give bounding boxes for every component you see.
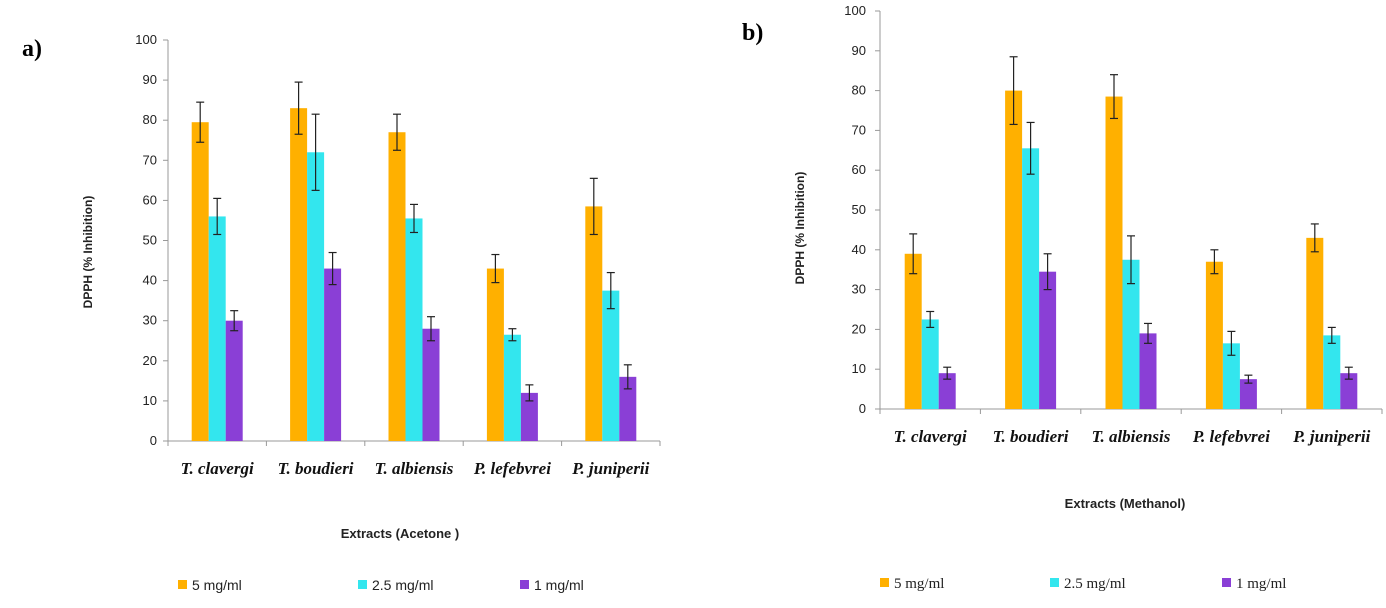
panel-a-x-axis-label: Extracts (Acetone ) (341, 526, 459, 541)
panel-b-y-tick-label: 40 (852, 242, 866, 257)
panel-b-legend-label: 5 mg/ml (894, 576, 944, 592)
panel-b-bar (1022, 148, 1040, 409)
panel-a-y-tick-label: 40 (143, 273, 157, 288)
panel-b-bar (1306, 237, 1324, 409)
panel-a-bar (619, 376, 637, 441)
panel-b-bar (1340, 373, 1358, 409)
panel-a-legend-swatch (178, 580, 187, 589)
panel-b-bar (1005, 90, 1023, 409)
panel-a-y-tick-label: 80 (143, 112, 157, 127)
panel-a-y-tick-label: 0 (150, 433, 157, 448)
panel-b-bar (904, 253, 922, 409)
panel-b-bar (1139, 333, 1157, 409)
panel-a-y-tick-label: 100 (135, 32, 157, 47)
panel-a-category-label: T. albiensis (375, 459, 454, 478)
panel-a-bar (307, 152, 325, 441)
panel-b-y-tick-label: 0 (859, 401, 866, 416)
panel-a-y-tick-label: 50 (143, 233, 157, 248)
panel-b-legend-swatch (1222, 578, 1231, 587)
panel-b-y-tick-label: 90 (852, 43, 866, 58)
panel-a-bar (503, 334, 521, 441)
panel-b-bar (938, 373, 956, 409)
panel-b-category-label: T. boudieri (993, 427, 1069, 446)
panel-a-legend-swatch (520, 580, 529, 589)
panel-a-chart: 0 10 20 30 40 50 60 70 80 90 100 T. clavergi T. boud… (135, 32, 661, 593)
panel-b-chart: 0 10 20 30 40 50 60 70 80 90 100 T. clavergi T. boud… (844, 3, 1383, 592)
panel-a-bar (324, 268, 342, 441)
panel-a-bar (422, 328, 440, 441)
panel-a-y-tick-label: 60 (143, 192, 157, 207)
panel-a-category-label: P. lefebvrei (473, 459, 551, 478)
panel-a-category-label: P. juniperii (571, 459, 649, 478)
panel-a-bar (520, 392, 538, 441)
panel-a-legend-swatch (358, 580, 367, 589)
panel-b-y-tick-label: 20 (852, 321, 866, 336)
panel-b-y-tick-label: 10 (852, 361, 866, 376)
panel-a-bar (191, 122, 209, 441)
panel-a-bar (405, 218, 423, 441)
panel-a-bar (585, 206, 603, 441)
panel-a-bar (208, 216, 226, 441)
panel-b-y-tick-label: 60 (852, 162, 866, 177)
panel-b-legend-swatch (1050, 578, 1059, 587)
panel-b-y-tick-label: 30 (852, 282, 866, 297)
panel-b-bar (1323, 335, 1341, 409)
panel-b-legend-label: 1 mg/ml (1236, 576, 1286, 592)
panel-b-category-label: T. clavergi (894, 427, 967, 446)
panel-b-y-axis-label: DPPH (% Inhibition) (793, 172, 807, 285)
panel-a-legend-label: 5 mg/ml (192, 577, 242, 593)
panel-a-label: a) (22, 36, 42, 62)
panel-b-label: b) (742, 20, 763, 46)
panel-b-y-tick-label: 50 (852, 202, 866, 217)
panel-b-bar (1205, 261, 1223, 409)
panel-a-bar (388, 132, 406, 442)
panel-a-y-tick-label: 30 (143, 313, 157, 328)
panel-b-y-tick-label: 80 (852, 83, 866, 98)
panel-b-y-tick-label: 70 (852, 122, 866, 137)
panel-b-x-axis-label: Extracts (Methanol) (1065, 496, 1186, 511)
panel-a-y-tick-label: 90 (143, 72, 157, 87)
panel-a-legend-label: 1 mg/ml (534, 577, 584, 593)
panel-a-y-tick-label: 70 (143, 152, 157, 167)
panel-a-bar (290, 108, 308, 442)
panel-b-bar (1039, 271, 1057, 409)
panel-a-y-tick-label: 10 (143, 393, 157, 408)
panel-b-bar (1105, 96, 1123, 409)
panel-a-category-label: T. clavergi (181, 459, 254, 478)
panel-a-y-tick-label: 20 (143, 353, 157, 368)
panel-b-legend-label: 2.5 mg/ml (1064, 576, 1126, 592)
panel-b-y-tick-label: 100 (844, 3, 866, 18)
panel-a-bar (225, 320, 243, 441)
panel-b-legend-swatch (880, 578, 889, 587)
panel-b-category-label: P. lefebvrei (1192, 427, 1270, 446)
panel-b-category-label: T. albiensis (1092, 427, 1171, 446)
panel-b-bar (1222, 343, 1240, 409)
panel-a-y-axis-label: DPPH (% Inhibition) (81, 196, 95, 309)
panel-b-bar (921, 319, 939, 409)
panel-b-bar (1239, 379, 1257, 409)
panel-a-bar (602, 290, 620, 441)
panel-a-category-label: T. boudieri (278, 459, 354, 478)
panel-b-bar (1122, 259, 1140, 409)
panel-b-category-label: P. juniperii (1292, 427, 1370, 446)
panel-a-legend-label: 2.5 mg/ml (372, 577, 433, 593)
panel-a-bar (486, 268, 504, 441)
